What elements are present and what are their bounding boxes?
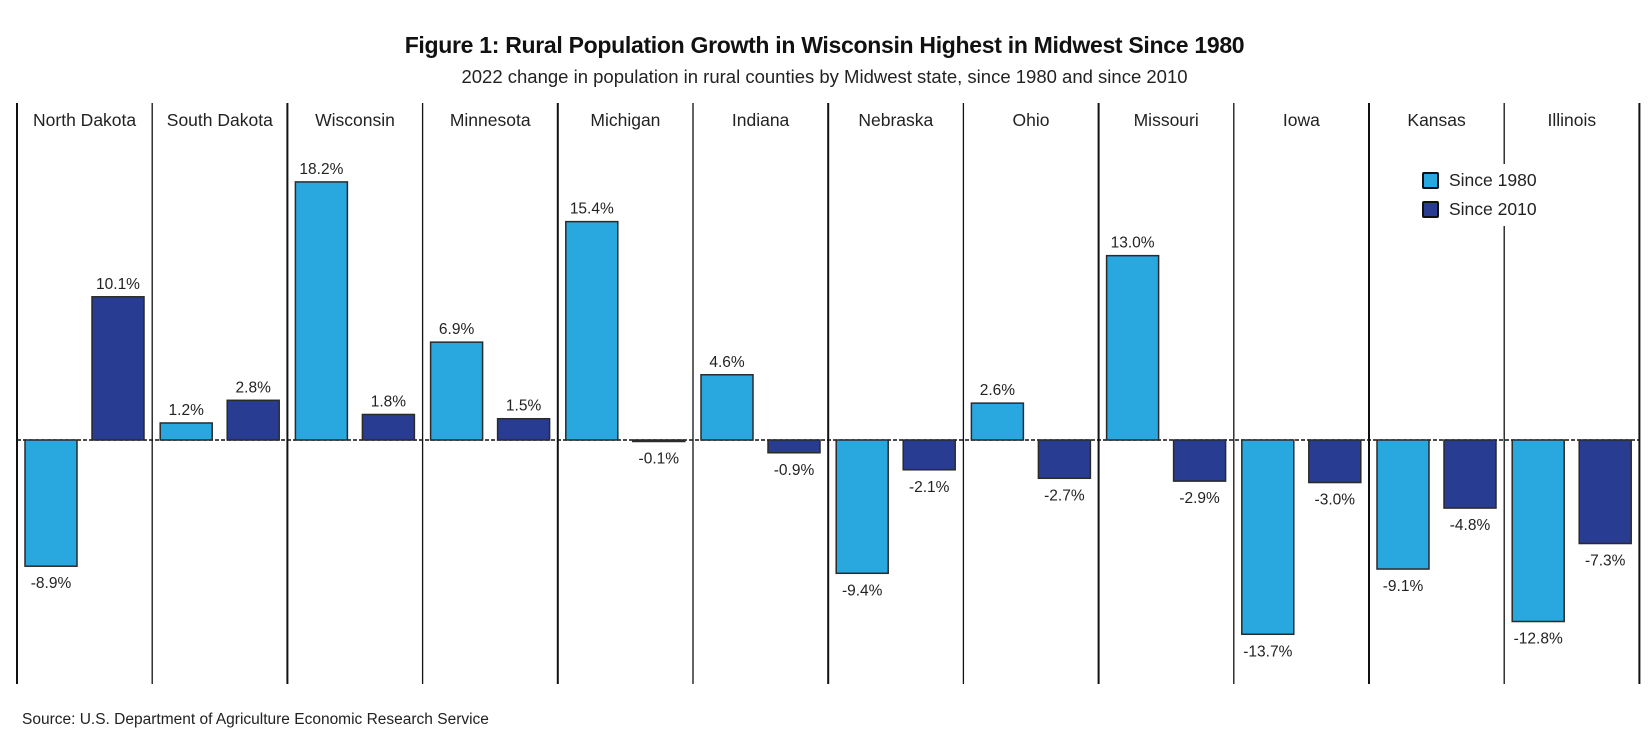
bar-since-2010: [1578, 439, 1632, 545]
data-label: -9.4%: [842, 582, 883, 599]
data-label: -2.7%: [1044, 487, 1085, 504]
data-label: -8.9%: [31, 575, 72, 592]
legend-swatch-since-1980: [1422, 172, 1439, 189]
data-label: 1.8%: [371, 393, 407, 410]
bar-since-1980: [159, 422, 213, 441]
data-label: -2.9%: [1179, 490, 1220, 507]
bar-since-1980: [700, 374, 754, 441]
data-label: -2.1%: [909, 479, 950, 496]
legend: Since 1980 Since 2010: [1418, 164, 1541, 226]
data-label: -12.8%: [1514, 631, 1563, 648]
data-label: 2.6%: [980, 382, 1016, 399]
bar-since-2010: [1172, 439, 1227, 482]
data-label: -0.1%: [639, 451, 680, 468]
bar-since-1980: [970, 402, 1025, 441]
data-label: 10.1%: [96, 276, 140, 293]
category-label: Nebraska: [858, 110, 933, 130]
chart-title: Figure 1: Rural Population Growth in Wis…: [404, 32, 1245, 58]
bar-since-2010: [1443, 439, 1497, 509]
bar-since-2010: [1308, 439, 1362, 484]
legend-item-since-1980: Since 1980: [1422, 166, 1537, 195]
bar-since-2010: [767, 439, 821, 454]
bar-since-2010: [226, 399, 280, 441]
legend-label: Since 2010: [1449, 199, 1537, 219]
category-label: Indiana: [732, 110, 790, 130]
data-label: -9.1%: [1383, 578, 1424, 595]
data-label: -4.8%: [1450, 517, 1491, 534]
data-label: 18.2%: [299, 161, 343, 178]
bar-since-1980: [835, 439, 889, 575]
bar-since-2010: [91, 296, 145, 441]
bar-chart: North Dakota -8.9% 10.1% South Dakota 1.2% 2.…: [16, 103, 1641, 684]
bar-since-2010: [632, 439, 686, 443]
bar-since-1980: [565, 220, 619, 441]
legend-label: Since 1980: [1449, 170, 1537, 190]
bar-since-2010: [1037, 439, 1092, 480]
chart-subtitle: 2022 change in population in rural count…: [461, 66, 1188, 87]
data-label: 2.8%: [236, 379, 272, 396]
bar-since-1980: [1376, 439, 1430, 570]
category-label: Iowa: [1283, 110, 1320, 130]
bar-since-1980: [24, 439, 78, 567]
category-label: Kansas: [1407, 110, 1466, 130]
data-label: 4.6%: [709, 354, 745, 371]
data-label: -7.3%: [1585, 553, 1626, 570]
category-label: Wisconsin: [315, 110, 395, 130]
bar-since-2010: [496, 417, 551, 441]
data-label: 1.2%: [169, 402, 205, 419]
bar-since-1980: [1105, 254, 1160, 441]
data-label: 1.5%: [506, 398, 542, 415]
data-label: -13.7%: [1243, 643, 1292, 660]
category-label: North Dakota: [33, 110, 136, 130]
data-label: -3.0%: [1315, 492, 1356, 509]
bar-since-2010: [902, 439, 956, 471]
category-label: Minnesota: [450, 110, 531, 130]
bar-since-1980: [294, 181, 349, 441]
category-label: Ohio: [1013, 110, 1050, 130]
legend-swatch-since-2010: [1422, 201, 1439, 218]
legend-item-since-2010: Since 2010: [1422, 195, 1537, 224]
data-label: 6.9%: [439, 321, 475, 338]
bar-since-1980: [1241, 439, 1295, 636]
category-label: South Dakota: [167, 110, 273, 130]
bar-since-2010: [361, 413, 416, 441]
data-label: -0.9%: [774, 462, 815, 479]
data-label: 15.4%: [570, 201, 614, 218]
source-note: Source: U.S. Department of Agriculture E…: [22, 711, 489, 728]
data-label: 13.0%: [1111, 235, 1155, 252]
category-label: Missouri: [1134, 110, 1199, 130]
category-label: Illinois: [1547, 110, 1596, 130]
bar-since-1980: [1511, 439, 1565, 623]
bar-since-1980: [429, 341, 484, 441]
category-label: Michigan: [590, 110, 660, 130]
